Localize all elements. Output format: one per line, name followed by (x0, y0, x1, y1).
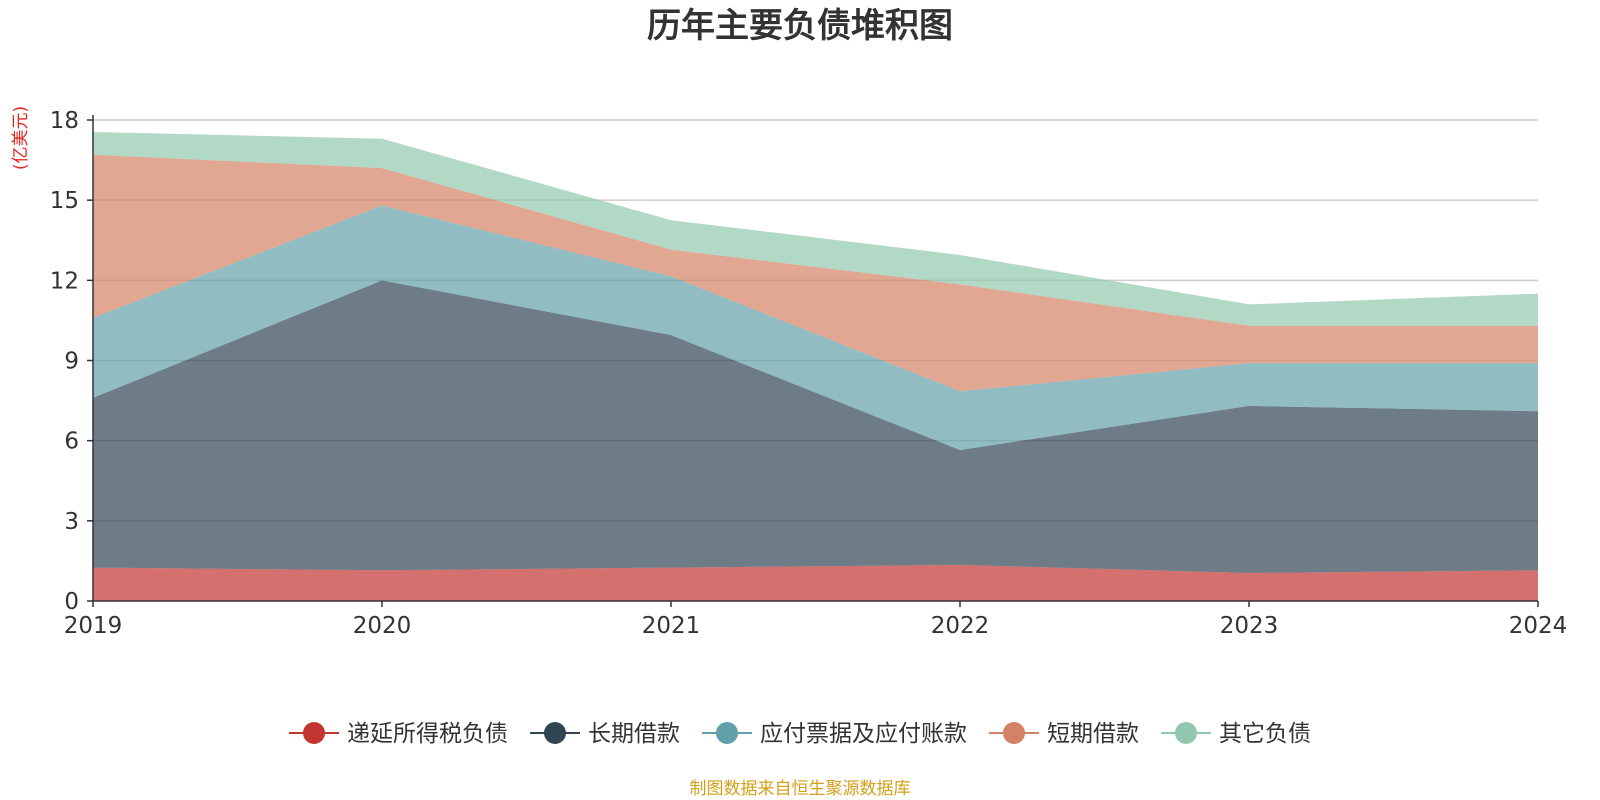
area-series-2 (93, 205, 1538, 451)
x-tick-label-2: 2021 (642, 613, 701, 639)
x-tick-label-1: 2020 (353, 613, 412, 639)
legend-label-4: 其它负债 (1219, 721, 1311, 747)
legend-item-2[interactable]: 应付票据及应付账款 (702, 721, 967, 747)
legend-item-1[interactable]: 长期借款 (530, 721, 680, 747)
x-tick-label-4: 2023 (1220, 613, 1279, 639)
legend-item-0[interactable]: 递延所得税负债 (289, 721, 508, 747)
y-tick-label-0: 0 (64, 589, 79, 615)
y-tick-label-2: 6 (64, 429, 79, 455)
legend-item-4[interactable]: 其它负债 (1161, 721, 1311, 747)
y-tick-label-5: 15 (50, 188, 79, 214)
axes: 0 3 6 9 12 15 18 2019 2020 2021 2022 2023 2024 (50, 108, 1568, 639)
x-tick-label-0: 2019 (64, 613, 123, 639)
chart-title: 历年主要负债堆积图 (647, 6, 953, 46)
area-series (93, 132, 1538, 601)
y-tick-label-4: 12 (50, 268, 79, 294)
x-tick-label-3: 2022 (931, 613, 990, 639)
legend-item-3[interactable]: 短期借款 (989, 721, 1139, 747)
source-note: 制图数据来自恒生聚源数据库 (690, 779, 911, 799)
y-tick-label-6: 18 (50, 108, 79, 134)
x-tick-label-5: 2024 (1509, 613, 1568, 639)
legend-label-0: 递延所得税负债 (347, 721, 508, 747)
area-series-4 (93, 132, 1538, 326)
legend-marker-0 (303, 722, 325, 744)
legend[interactable]: 递延所得税负债 长期借款 应付票据及应付账款 短期借款 其它负债 (289, 721, 1311, 747)
legend-marker-4 (1175, 722, 1197, 744)
y-axis-unit-label: (亿美元) (11, 106, 31, 170)
y-tick-label-1: 3 (64, 509, 79, 535)
legend-label-3: 短期借款 (1047, 721, 1139, 747)
legend-label-2: 应付票据及应付账款 (760, 721, 967, 747)
area-series-0 (93, 564, 1538, 601)
legend-marker-1 (544, 722, 566, 744)
legend-marker-3 (1003, 722, 1025, 744)
area-series-1 (93, 280, 1538, 573)
y-tick-label-3: 9 (64, 349, 79, 375)
legend-marker-2 (716, 722, 738, 744)
area-series-3 (93, 154, 1538, 392)
legend-label-1: 长期借款 (588, 721, 680, 747)
